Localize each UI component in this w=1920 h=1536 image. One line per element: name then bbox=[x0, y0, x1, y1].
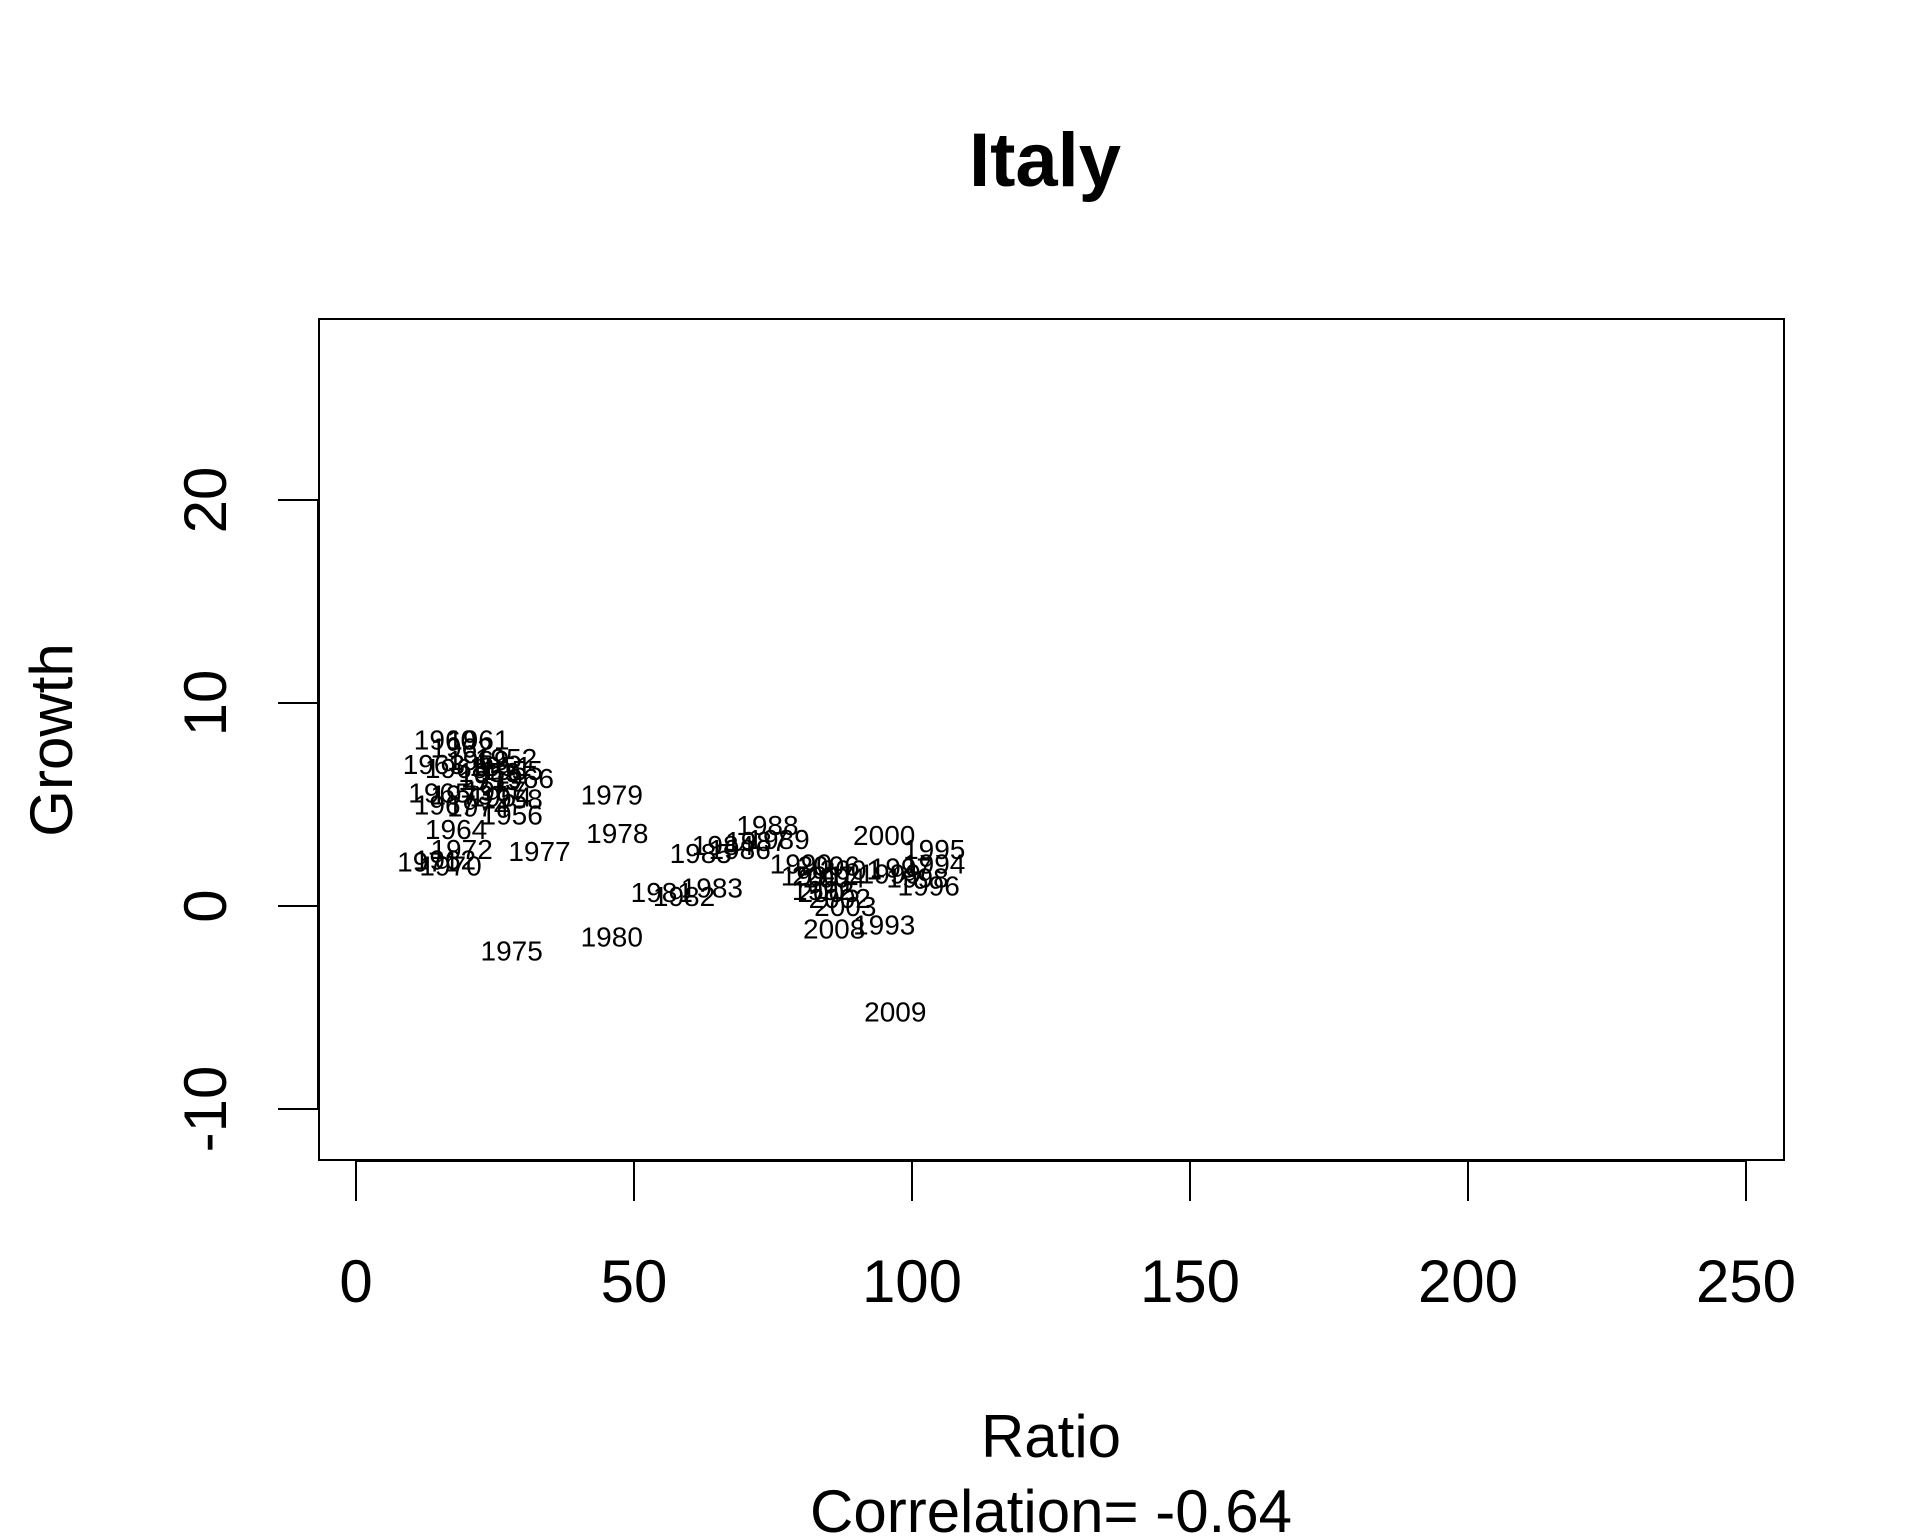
x-tick-label: 200 bbox=[1418, 1248, 1518, 1315]
x-tick-label: 100 bbox=[862, 1248, 962, 1315]
point-label-1980: 1980 bbox=[581, 921, 643, 952]
y-tick-label: -10 bbox=[172, 1066, 239, 1153]
point-label-2001: 2001 bbox=[820, 854, 882, 885]
point-label-1969: 1969 bbox=[447, 745, 509, 776]
point-label-1992: 1992 bbox=[792, 875, 854, 906]
point-label-1965: 1965 bbox=[408, 777, 470, 808]
point-label-1994: 1994 bbox=[903, 848, 965, 879]
point-label-2003: 2003 bbox=[814, 891, 876, 922]
point-label-1971: 1971 bbox=[397, 846, 459, 877]
point-label-1978: 1978 bbox=[586, 818, 648, 849]
x-tick-label: 0 bbox=[339, 1248, 372, 1315]
point-label-1988: 1988 bbox=[736, 810, 798, 841]
point-label-2000: 2000 bbox=[853, 820, 915, 851]
point-label-1986: 1986 bbox=[708, 834, 770, 865]
y-axis: -10 0 10 20 bbox=[172, 467, 319, 1153]
point-label-1958: 1958 bbox=[481, 783, 543, 814]
point-label-1993: 1993 bbox=[853, 909, 915, 940]
correlation-subtitle: Correlation= -0.64 bbox=[810, 1478, 1292, 1536]
point-label-1960: 1960 bbox=[414, 725, 476, 756]
point-label-2008: 2008 bbox=[803, 913, 865, 944]
point-label-2007: 2007 bbox=[792, 861, 854, 892]
point-label-1987: 1987 bbox=[725, 826, 787, 857]
point-label-1984: 1984 bbox=[692, 830, 754, 861]
point-label-1996: 1996 bbox=[898, 871, 960, 902]
point-label-1972: 1972 bbox=[430, 834, 492, 865]
point-label-1997: 1997 bbox=[870, 852, 932, 883]
point-label-1962b: 1962 bbox=[414, 844, 476, 875]
point-label-2002: 2002 bbox=[809, 883, 871, 914]
point-label-1981: 1981 bbox=[631, 877, 693, 908]
point-label-1983: 1983 bbox=[681, 873, 743, 904]
point-label-1989: 1989 bbox=[747, 824, 809, 855]
point-label-1954: 1954 bbox=[469, 781, 531, 812]
point-label-1999: 1999 bbox=[859, 859, 921, 890]
y-tick-label: 10 bbox=[172, 670, 239, 737]
point-label-1998: 1998 bbox=[886, 863, 948, 894]
x-tick-label: 250 bbox=[1696, 1248, 1796, 1315]
point-label-1985: 1985 bbox=[670, 838, 732, 869]
point-label-1955: 1955 bbox=[481, 755, 543, 786]
point-label-1991: 1991 bbox=[781, 861, 843, 892]
y-tick-label: 0 bbox=[172, 889, 239, 922]
point-label-1951: 1951 bbox=[469, 751, 531, 782]
point-label-1961: 1961 bbox=[447, 725, 509, 756]
x-axis-label: Ratio bbox=[981, 1403, 1121, 1470]
point-label-1964: 1964 bbox=[425, 814, 487, 845]
y-tick-label: 20 bbox=[172, 467, 239, 534]
point-label-1968: 1968 bbox=[425, 753, 487, 784]
point-label-2006: 2006 bbox=[797, 850, 859, 881]
point-label-1973: 1973 bbox=[430, 779, 492, 810]
point-label-1957: 1957 bbox=[464, 775, 526, 806]
point-label-1982: 1982 bbox=[653, 881, 715, 912]
point-label-1970: 1970 bbox=[419, 850, 481, 881]
point-label-2005: 2005 bbox=[797, 877, 859, 908]
point-label-1990: 1990 bbox=[770, 848, 832, 879]
point-label-1952: 1952 bbox=[475, 743, 537, 774]
point-label-2009: 2009 bbox=[864, 997, 926, 1028]
chart-title: Italy bbox=[969, 118, 1121, 203]
point-label-1959: 1959 bbox=[458, 757, 520, 788]
point-label-2004: 2004 bbox=[803, 863, 865, 894]
point-label-1967: 1967 bbox=[414, 790, 476, 821]
point-label-1977: 1977 bbox=[508, 836, 570, 867]
point-label-1962: 1962 bbox=[430, 733, 492, 764]
point-label-1979: 1979 bbox=[581, 779, 643, 810]
plot-frame bbox=[318, 318, 1785, 1161]
point-label-1995: 1995 bbox=[903, 834, 965, 865]
point-label-1956: 1956 bbox=[481, 800, 543, 831]
point-label-1963: 1963 bbox=[403, 749, 465, 780]
point-label-1974: 1974 bbox=[447, 792, 509, 823]
point-label-1953: 1953 bbox=[458, 765, 520, 796]
data-points: 1960196119621963196919521951196819591955… bbox=[397, 725, 965, 1028]
x-tick-label: 50 bbox=[601, 1248, 668, 1315]
x-axis: 0 50 100 150 200 250 bbox=[339, 1160, 1796, 1315]
y-axis-label: Growth bbox=[18, 643, 85, 836]
point-label-1975: 1975 bbox=[481, 936, 543, 967]
x-tick-label: 150 bbox=[1140, 1248, 1240, 1315]
point-label-1966: 1966 bbox=[492, 763, 554, 794]
